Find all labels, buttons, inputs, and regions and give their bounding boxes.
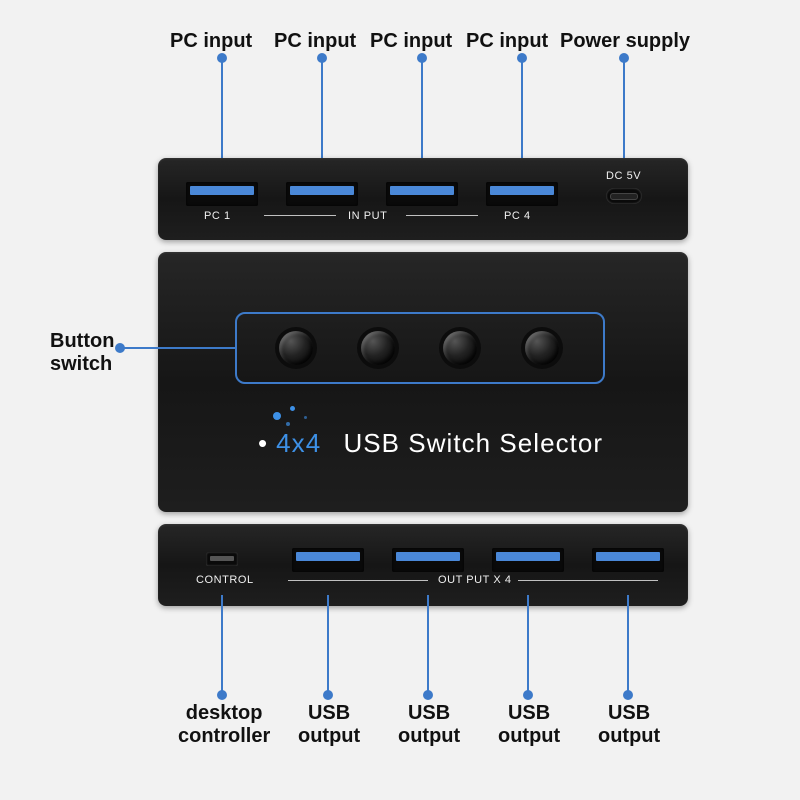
leader-line	[421, 58, 423, 168]
label-usb-output-2: USB output	[398, 702, 460, 748]
usb-port-pc4	[486, 182, 558, 206]
usb-port-pc3	[386, 182, 458, 206]
leader-dot	[115, 343, 125, 353]
decor-dot	[290, 406, 295, 411]
micro-usb-control-port	[206, 552, 238, 566]
device-label-dc5v: DC 5V	[606, 170, 641, 182]
usbc-power-port	[606, 188, 642, 204]
usb-port-pc1	[186, 182, 258, 206]
usb-output-2	[392, 548, 464, 572]
tick	[518, 580, 658, 581]
leader-dot	[417, 53, 427, 63]
push-button-4[interactable]	[525, 331, 559, 365]
push-button-3[interactable]	[443, 331, 477, 365]
label-usb-2: USB	[408, 702, 450, 724]
product-title: •4x4 USB Switch Selector	[258, 428, 603, 459]
decor-dot	[304, 416, 307, 419]
device-label-pc1: PC 1	[204, 210, 231, 222]
leader-line	[321, 58, 323, 168]
label-desktop-controller-l2: controller	[178, 725, 270, 747]
leader-line	[623, 58, 625, 170]
leader-dot	[217, 53, 227, 63]
leader-dot	[317, 53, 327, 63]
label-output-4: output	[598, 725, 660, 747]
leader-line	[120, 347, 235, 349]
device-label-input: IN PUT	[348, 210, 387, 222]
decor-dot	[286, 422, 290, 426]
leader-line	[427, 595, 429, 695]
leader-dot	[623, 690, 633, 700]
leader-dot	[423, 690, 433, 700]
label-output-3: output	[498, 725, 560, 747]
label-usb-output-3: USB output	[498, 702, 560, 748]
label-desktop-controller-l1: desktop	[186, 702, 263, 724]
bottom-panel: CONTROL OUT PUT X 4	[158, 524, 688, 606]
usb-port-pc2	[286, 182, 358, 206]
label-button-switch: Button switch	[50, 330, 114, 376]
leader-dot	[619, 53, 629, 63]
label-usb-output-4: USB output	[598, 702, 660, 748]
label-usb-4: USB	[608, 702, 650, 724]
device-label-output: OUT PUT X 4	[438, 574, 512, 586]
label-button-switch-l2: switch	[50, 353, 112, 375]
leader-dot	[517, 53, 527, 63]
label-pc-input-1: PC input	[170, 30, 252, 53]
leader-line	[221, 58, 223, 168]
leader-line	[327, 595, 329, 695]
usb-output-3	[492, 548, 564, 572]
leader-line	[527, 595, 529, 695]
usb-output-1	[292, 548, 364, 572]
label-pc-input-3: PC input	[370, 30, 452, 53]
label-desktop-controller: desktop controller	[178, 702, 270, 748]
decor-dot	[273, 412, 281, 420]
tick	[288, 580, 428, 581]
leader-line	[627, 595, 629, 695]
title-rest: USB Switch Selector	[343, 428, 603, 458]
label-usb-1: USB	[308, 702, 350, 724]
push-button-2[interactable]	[361, 331, 395, 365]
label-pc-input-2: PC input	[274, 30, 356, 53]
title-4x4: 4x4	[276, 428, 321, 458]
label-power-supply: Power supply	[560, 30, 690, 53]
device-label-pc4: PC 4	[504, 210, 531, 222]
tick	[406, 215, 478, 216]
label-pc-input-4: PC input	[466, 30, 548, 53]
leader-dot	[217, 690, 227, 700]
middle-panel: •4x4 USB Switch Selector	[158, 252, 688, 512]
device-label-control: CONTROL	[196, 574, 254, 586]
usb-output-4	[592, 548, 664, 572]
push-button-1[interactable]	[279, 331, 313, 365]
leader-line	[221, 595, 223, 695]
leader-dot	[523, 690, 533, 700]
label-output-2: output	[398, 725, 460, 747]
top-panel: PC 1 IN PUT PC 4 DC 5V	[158, 158, 688, 240]
label-usb-3: USB	[508, 702, 550, 724]
label-button-switch-l1: Button	[50, 330, 114, 352]
leader-dot	[323, 690, 333, 700]
label-output-1: output	[298, 725, 360, 747]
tick	[264, 215, 336, 216]
leader-line	[521, 58, 523, 168]
label-usb-output-1: USB output	[298, 702, 360, 748]
